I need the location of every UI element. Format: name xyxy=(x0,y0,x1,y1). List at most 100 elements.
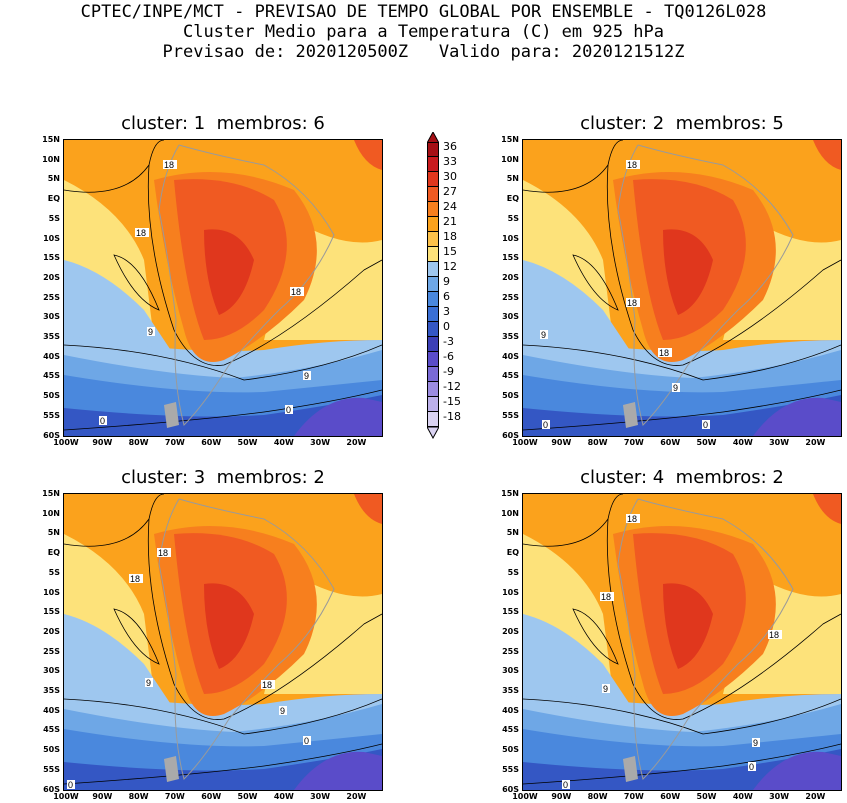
panel-2-title: cluster: 2 membros: 5 xyxy=(580,113,784,134)
contour-label: 0 xyxy=(562,780,570,790)
lat-tick-label: 15S xyxy=(43,253,60,263)
lat-tick-label: 10S xyxy=(502,587,519,597)
colorbar-label: 30 xyxy=(443,170,457,183)
colorbar-label: -6 xyxy=(443,350,454,363)
lat-tick-label: 45S xyxy=(502,371,519,381)
lat-tick-label: 10N xyxy=(42,154,60,164)
colorbar-swatch xyxy=(427,262,439,277)
contour-label: 9 xyxy=(147,327,155,337)
lon-tick-label: 40W xyxy=(732,438,753,447)
lat-tick-label: 40S xyxy=(43,351,60,361)
lat-tick-label: 55S xyxy=(43,410,60,420)
lon-tick-label: 90W xyxy=(551,438,572,447)
lon-tick-label: 60W xyxy=(660,792,681,801)
colorbar-swatch xyxy=(427,367,439,382)
map-panel-cluster-1: 18 18 18 9 9 0 0 xyxy=(63,139,383,437)
lon-tick-label: 30W xyxy=(769,438,790,447)
colorbar-swatch xyxy=(427,382,439,397)
panel-4-title: cluster: 4 membros: 2 xyxy=(580,467,784,488)
lon-tick-label: 30W xyxy=(310,792,331,801)
lat-tick-label: 30S xyxy=(502,312,519,322)
svg-text:0: 0 xyxy=(304,736,309,746)
svg-text:0: 0 xyxy=(286,405,291,415)
colorbar-swatch xyxy=(427,412,439,427)
colorbar-label: -12 xyxy=(443,380,461,393)
lat-tick-label: 50S xyxy=(43,745,60,755)
colorbar-label: -3 xyxy=(443,335,454,348)
colorbar-bottom-arrow xyxy=(427,427,439,439)
colorbar-label: 21 xyxy=(443,215,457,228)
lon-tick-label: 50W xyxy=(237,438,258,447)
colorbar-label: 12 xyxy=(443,260,457,273)
colorbar-label: 18 xyxy=(443,230,457,243)
colorbar-label: 36 xyxy=(443,140,457,153)
colorbar-swatch xyxy=(427,337,439,352)
colorbar-swatch xyxy=(427,292,439,307)
lat-tick-label: 5S xyxy=(507,567,519,577)
lat-tick-label: EQ xyxy=(506,194,519,204)
contour-label: 9 xyxy=(540,330,548,340)
svg-text:18: 18 xyxy=(627,514,637,524)
svg-text:9: 9 xyxy=(304,371,309,381)
lat-tick-label: 15N xyxy=(501,489,519,498)
svg-text:0: 0 xyxy=(703,420,708,430)
lon-tick-label: 60W xyxy=(201,792,222,801)
colorbar-swatch xyxy=(427,217,439,232)
lon-tick-label: 80W xyxy=(587,792,608,801)
lat-tick-label: 60S xyxy=(502,430,519,440)
svg-text:18: 18 xyxy=(262,680,272,690)
contour-label: 18 xyxy=(626,160,640,170)
lat-tick-label: 35S xyxy=(43,332,60,341)
svg-text:9: 9 xyxy=(603,684,608,694)
panel-1-title: cluster: 1 membros: 6 xyxy=(121,113,325,134)
lon-tick-label: 20W xyxy=(346,438,367,447)
map-panel-cluster-4: 18 18 18 9 9 0 0 xyxy=(522,493,842,791)
lat-tick-label: 60S xyxy=(43,784,60,794)
svg-text:18: 18 xyxy=(627,298,637,308)
lat-tick-label: 20S xyxy=(43,626,60,636)
colorbar-label: 33 xyxy=(443,155,457,168)
lat-tick-label: EQ xyxy=(47,548,60,558)
lon-tick-label: 20W xyxy=(346,792,367,801)
lat-tick-label: 5S xyxy=(507,213,519,223)
lon-tick-label: 30W xyxy=(310,438,331,447)
lon-tick-label: 100W xyxy=(53,438,79,447)
lat-tick-label: 25S xyxy=(502,292,519,302)
contour-label: 18 xyxy=(290,287,304,297)
subtitle-variable: Cluster Medio para a Temperatura (C) em … xyxy=(182,22,665,42)
svg-text:18: 18 xyxy=(291,287,301,297)
contour-label: 18 xyxy=(626,514,640,524)
svg-text:9: 9 xyxy=(753,738,758,748)
colorbar-label: 24 xyxy=(443,200,457,213)
svg-text:18: 18 xyxy=(130,574,140,584)
colorbar-label: -18 xyxy=(443,410,461,423)
lat-tick-label: 55S xyxy=(502,410,519,420)
lat-tick-label: 30S xyxy=(43,312,60,322)
lat-tick-label: 5N xyxy=(506,528,519,538)
lat-tick-label: 10S xyxy=(502,233,519,243)
map-panel-cluster-2: 18 18 18 9 9 0 0 xyxy=(522,139,842,437)
colorbar-swatch xyxy=(427,187,439,202)
lat-tick-label: 15N xyxy=(42,135,60,144)
lat-tick-label: EQ xyxy=(506,548,519,558)
contour-label: 9 xyxy=(303,371,311,381)
svg-text:18: 18 xyxy=(136,228,146,238)
lon-tick-label: 40W xyxy=(273,792,294,801)
colorbar-label: 9 xyxy=(443,275,450,288)
contour-label: 9 xyxy=(145,678,153,688)
lat-tick-label: 45S xyxy=(43,371,60,381)
lat-tick-label: 10N xyxy=(501,154,519,164)
lat-tick-label: 55S xyxy=(502,764,519,774)
colorbar-label: 3 xyxy=(443,305,450,318)
lon-tick-label: 40W xyxy=(732,792,753,801)
lat-tick-label: 5N xyxy=(47,528,60,538)
colorbar-swatch xyxy=(427,322,439,337)
lat-tick-label: 15S xyxy=(502,607,519,617)
colorbar-swatch xyxy=(427,202,439,217)
colorbar-swatch xyxy=(427,142,439,157)
contour-label: 9 xyxy=(602,684,610,694)
lat-tick-label: 50S xyxy=(502,391,519,401)
lat-tick-label: 25S xyxy=(43,292,60,302)
lat-tick-label: 40S xyxy=(502,351,519,361)
svg-text:0: 0 xyxy=(543,420,548,430)
